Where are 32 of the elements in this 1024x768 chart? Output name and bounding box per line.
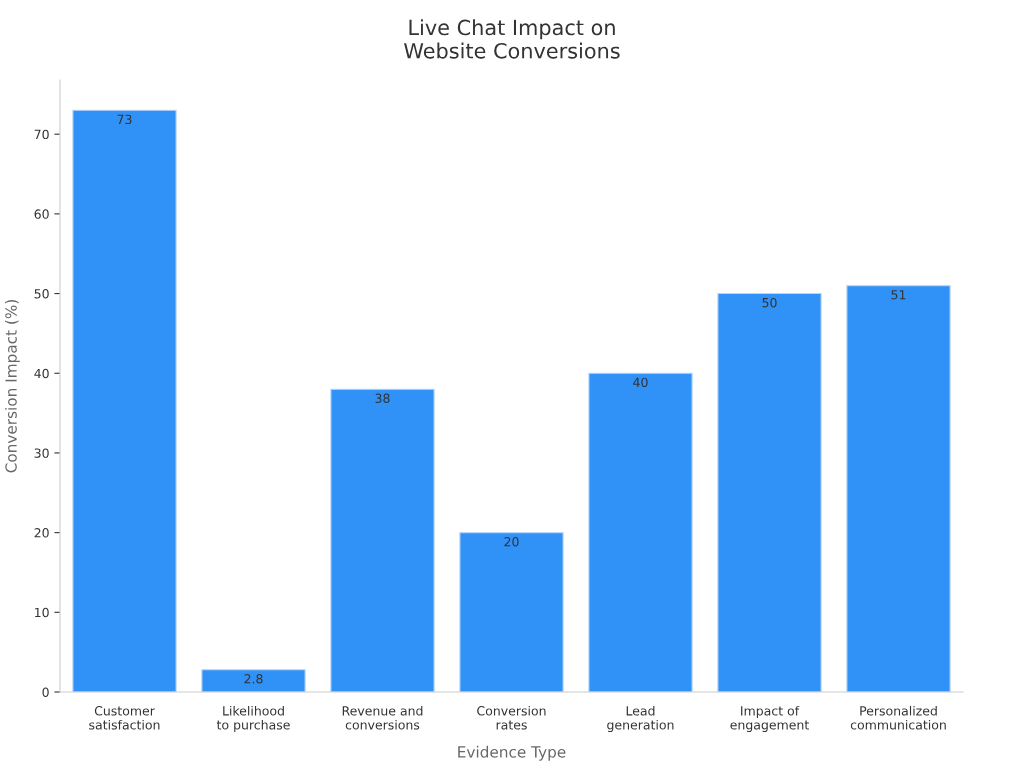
bar xyxy=(717,293,822,692)
x-tick-label: Lead generation xyxy=(607,705,674,732)
x-tick-label: Impact of engagement xyxy=(730,705,809,732)
y-tick-label: 0 xyxy=(42,687,49,697)
bar xyxy=(72,109,177,692)
bar xyxy=(330,388,435,692)
y-tick-label: 40 xyxy=(34,368,49,379)
x-tick-label: Conversion rates xyxy=(477,705,546,730)
y-tick-label: 70 xyxy=(34,129,49,140)
x-tick-label: Customer satisfaction xyxy=(89,706,160,730)
x-tick-label: Personalized communication xyxy=(850,705,946,730)
y-tick-label: 10 xyxy=(35,607,49,618)
bar xyxy=(588,372,693,692)
data-label: 20 xyxy=(504,537,519,547)
data-label: 51 xyxy=(891,290,906,300)
y-axis-title: Conversion Impact (%) xyxy=(5,299,20,473)
data-label: 73 xyxy=(117,114,132,125)
y-tick-label: 20 xyxy=(34,528,49,538)
bar xyxy=(846,285,951,692)
bar xyxy=(201,669,306,692)
data-label: 40 xyxy=(633,377,648,388)
y-tick-label: 60 xyxy=(34,209,49,219)
x-tick-label: Likelihood to purchase xyxy=(216,705,290,732)
data-label: 2.8 xyxy=(244,674,263,684)
x-axis-title: Evidence Type xyxy=(458,745,566,761)
y-tick-label: 30 xyxy=(34,448,49,458)
data-label: 38 xyxy=(375,393,390,404)
chart-title: Live Chat Impact on Website Conversions xyxy=(404,19,620,59)
bar xyxy=(459,532,564,692)
x-tick-label: Revenue and conversions xyxy=(342,705,423,730)
y-tick-label: 50 xyxy=(34,289,49,299)
data-label: 50 xyxy=(762,297,777,308)
